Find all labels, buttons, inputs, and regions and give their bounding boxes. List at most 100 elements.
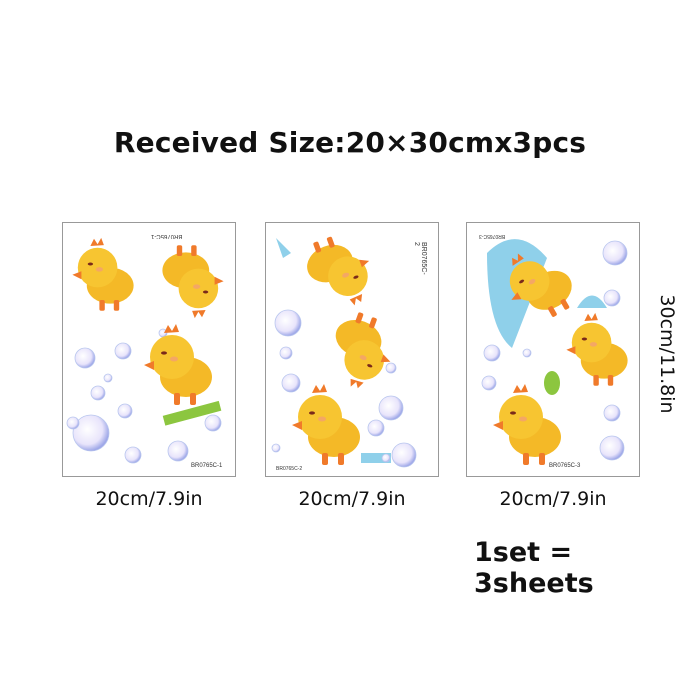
chick-sticker [493, 384, 561, 465]
bubble [599, 435, 625, 461]
chick-beak [380, 354, 391, 363]
towel-hat-sticker [577, 295, 607, 308]
chick-comb [312, 384, 327, 393]
chick-eye [519, 279, 525, 284]
chick-eye [87, 262, 94, 266]
set-label: 1set = 3sheets [474, 537, 594, 599]
mirror-sticker [544, 371, 560, 395]
sticker-art-1 [66, 237, 224, 464]
chick-sticker [72, 237, 134, 311]
chick-leg [369, 317, 377, 329]
bubble [74, 347, 96, 369]
width-label-1: 20cm/7.9in [95, 488, 203, 510]
bubble [271, 443, 281, 453]
bubble [603, 404, 621, 422]
shower-head-sticker [276, 238, 291, 258]
chick-beak [214, 276, 224, 285]
chick-sticker [162, 245, 224, 319]
chick-eye [353, 275, 359, 279]
chick-leg [548, 306, 557, 317]
bubble [281, 373, 301, 393]
bubble [167, 440, 189, 462]
bubble [602, 240, 628, 266]
chick-cheek [95, 267, 103, 272]
chick-comb [90, 237, 104, 246]
bubble [378, 395, 404, 421]
chick-comb [349, 294, 363, 306]
chick-eye [202, 290, 209, 294]
chick-beak [292, 421, 302, 430]
chick-sticker [566, 312, 628, 386]
sheet-top-code: BR0765C-3 [479, 233, 506, 239]
received-size-title: Received Size:20×30cmx3pcs [113, 126, 587, 159]
chick-sticker [307, 236, 370, 306]
sticker-sheet-2: BR0765C-2 BR0765C-2 [265, 222, 439, 477]
bubble [385, 362, 397, 374]
chick-comb [584, 312, 598, 321]
chick-eye [367, 364, 373, 368]
chick-cheek [170, 356, 178, 362]
bubble [603, 289, 621, 307]
chick-beak [144, 361, 154, 370]
sheet-code: BR0765C-3 [549, 463, 581, 469]
chick-beak [493, 421, 503, 430]
chick-leg [593, 375, 599, 386]
bubble [481, 375, 497, 391]
chick-comb [513, 384, 528, 393]
bubble [72, 414, 110, 452]
chick-leg [190, 393, 196, 405]
chick-sticker [292, 384, 360, 465]
bubble [66, 416, 80, 430]
chick-eye [309, 411, 315, 415]
chick-leg [99, 300, 105, 311]
chick-sticker [144, 324, 212, 405]
chick-comb [192, 310, 206, 319]
bubble [90, 385, 106, 401]
scale-sticker [162, 400, 222, 426]
chick-comb [350, 378, 364, 389]
chick-comb [164, 324, 179, 333]
chick-sticker [335, 312, 391, 389]
chick-leg [174, 393, 180, 405]
chick-beak [72, 271, 82, 280]
chick-eye [581, 337, 588, 341]
chick-beak [511, 292, 522, 300]
bubble [381, 453, 391, 463]
chick-beak [566, 346, 576, 355]
towel-sticker [361, 453, 391, 463]
chick-beak [359, 259, 370, 268]
sticker-sheet-1: BR0765C-1 BR0765C-1 [62, 222, 236, 477]
chick-leg [607, 375, 614, 386]
bubble [124, 446, 142, 464]
chick-cheek [519, 416, 527, 422]
chick-leg [338, 453, 344, 465]
bubble [367, 419, 385, 437]
bubble [117, 403, 133, 419]
chick-eye [161, 351, 167, 355]
chick-leg [523, 453, 529, 465]
chick-cheek [318, 416, 326, 422]
sheet-code: BR0765C-1 [191, 463, 223, 469]
sheet-top-code: BR0765C-1 [151, 233, 183, 239]
chick-leg [113, 300, 120, 311]
width-label-2: 20cm/7.9in [298, 488, 406, 510]
chick-comb [512, 253, 524, 266]
bubble [522, 348, 532, 358]
bubble [483, 344, 501, 362]
chick-leg [539, 453, 545, 465]
chick-leg [176, 245, 183, 256]
width-label-3: 20cm/7.9in [499, 488, 607, 510]
chick-leg [355, 312, 364, 324]
height-label: 30cm/11.8in [656, 294, 678, 414]
chick-leg [560, 298, 570, 310]
chick-cheek [528, 279, 536, 285]
chick-cheek [359, 355, 367, 361]
chick-sticker [509, 253, 572, 317]
bubble [274, 309, 302, 337]
chick-leg [313, 241, 322, 253]
chick-cheek [589, 342, 597, 347]
chick-leg [191, 245, 197, 256]
chick-eye [510, 411, 516, 415]
chick-cheek [193, 284, 201, 289]
sheet-top-code: BR0765C-2 [413, 242, 427, 275]
